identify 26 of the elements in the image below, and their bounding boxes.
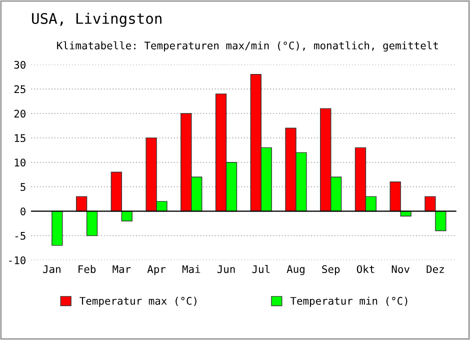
chart-subtitle: Klimatabelle: Temperaturen max/min (°C), monatlich, gemittelt — [57, 41, 438, 52]
x-tick-label: Mar — [112, 265, 131, 274]
y-tick-label: 15 — [14, 134, 26, 142]
x-tick-label: Nov — [392, 265, 410, 274]
chart-title: USA, Livingston — [32, 12, 162, 27]
x-tick-label: Apr — [147, 265, 166, 276]
bar — [52, 210, 63, 246]
x-tick-label: Jul — [252, 264, 270, 274]
x-tick-label: Dez — [426, 265, 444, 274]
x-tick-label: Jun — [217, 265, 235, 274]
x-tick-label: Okt — [356, 265, 374, 274]
legend-label: Temperatur max (°C) — [80, 296, 196, 307]
y-tick-label: 5 — [20, 183, 26, 191]
y-tick-label: 20 — [14, 110, 26, 118]
x-tick-label: Sep — [322, 265, 340, 276]
y-tick-label: 30 — [14, 60, 26, 69]
x-tick-label: Aug — [286, 265, 304, 276]
x-tick-label: Mai — [182, 265, 200, 274]
y-tick-label: 0 — [20, 207, 26, 216]
y-tick-label: 10 — [14, 158, 26, 166]
y-tick-label: 25 — [14, 85, 26, 94]
x-tick-label: Feb — [78, 265, 96, 274]
y-tick-label: -5 — [15, 232, 26, 240]
x-tick-label: Jan — [43, 265, 60, 274]
legend-label: Temperatur min (°C) — [290, 296, 408, 307]
y-tick-label: -10 — [9, 256, 26, 264]
